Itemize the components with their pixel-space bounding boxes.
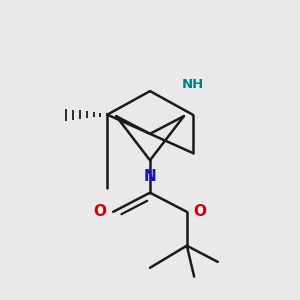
Text: N: N: [144, 169, 156, 184]
Text: O: O: [193, 204, 206, 219]
Text: O: O: [94, 204, 107, 219]
Text: NH: NH: [182, 78, 204, 91]
